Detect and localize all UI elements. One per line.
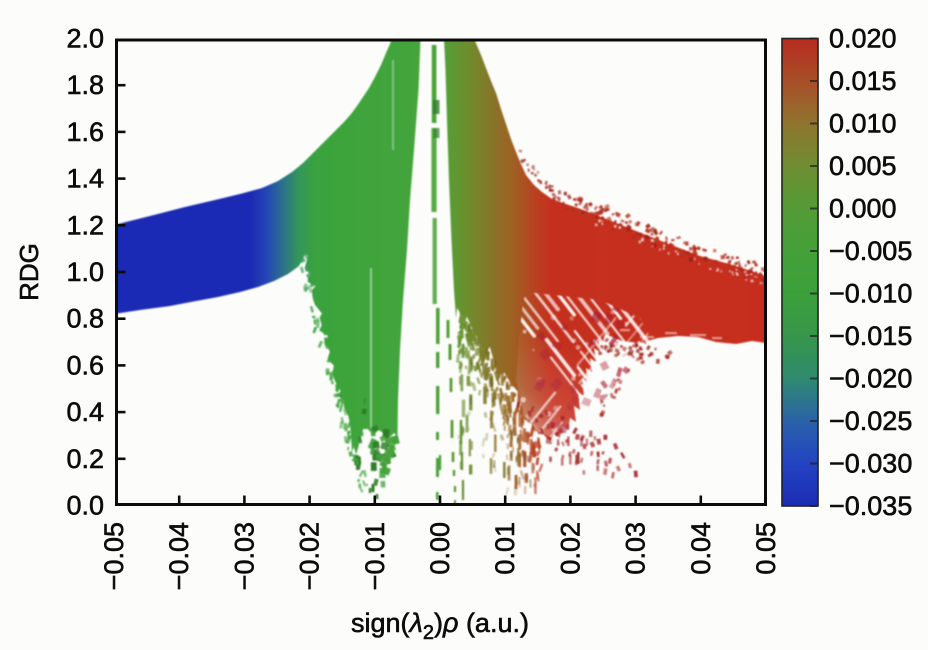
svg-text:1.8: 1.8: [66, 70, 104, 100]
svg-text:−0.05: −0.05: [99, 522, 129, 590]
svg-text:1.2: 1.2: [66, 210, 104, 240]
svg-text:0.020: 0.020: [829, 24, 897, 54]
svg-text:−0.020: −0.020: [829, 364, 912, 394]
svg-text:0.000: 0.000: [829, 194, 897, 224]
svg-text:0.02: 0.02: [555, 522, 585, 575]
svg-text:1.6: 1.6: [66, 117, 104, 147]
svg-text:−0.010: −0.010: [829, 279, 912, 309]
svg-text:−0.03: −0.03: [229, 522, 259, 590]
svg-text:−0.025: −0.025: [829, 406, 912, 436]
svg-text:−0.01: −0.01: [360, 522, 390, 590]
svg-text:0.04: 0.04: [686, 522, 716, 575]
svg-text:−0.005: −0.005: [829, 236, 912, 266]
svg-text:0.03: 0.03: [621, 522, 651, 575]
svg-text:0.01: 0.01: [490, 522, 520, 575]
svg-text:0.00: 0.00: [425, 522, 455, 575]
svg-text:−0.035: −0.035: [829, 491, 912, 521]
svg-text:0.0: 0.0: [66, 491, 104, 521]
svg-text:0.05: 0.05: [751, 522, 781, 575]
svg-text:0.010: 0.010: [829, 109, 897, 139]
svg-text:1.4: 1.4: [66, 164, 104, 194]
svg-text:RDG: RDG: [14, 243, 44, 301]
svg-text:1.0: 1.0: [66, 257, 104, 287]
svg-text:0.8: 0.8: [66, 304, 104, 334]
svg-text:0.2: 0.2: [66, 444, 104, 474]
svg-text:0.4: 0.4: [66, 397, 104, 427]
svg-text:0.015: 0.015: [829, 66, 897, 96]
svg-text:−0.015: −0.015: [829, 321, 912, 351]
svg-text:0.6: 0.6: [66, 350, 104, 380]
svg-text:2.0: 2.0: [66, 24, 104, 54]
svg-text:−0.02: −0.02: [295, 522, 325, 590]
svg-text:0.005: 0.005: [829, 151, 897, 181]
svg-text:−0.04: −0.04: [164, 522, 194, 590]
svg-text:−0.030: −0.030: [829, 449, 912, 479]
